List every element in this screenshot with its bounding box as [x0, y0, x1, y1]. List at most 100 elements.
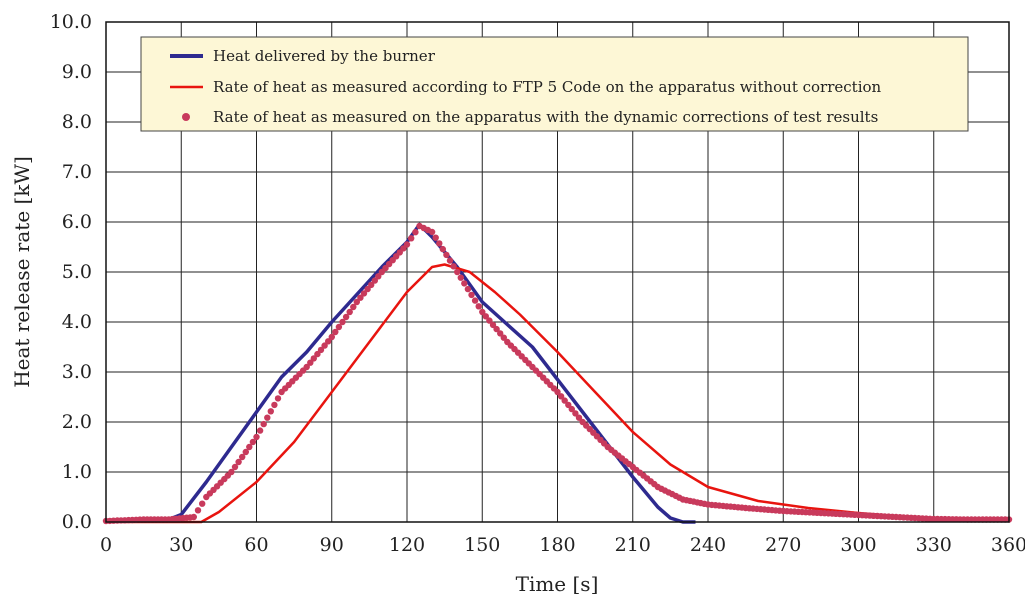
- data-point-corrected: [199, 500, 206, 507]
- x-tick-label: 150: [464, 534, 500, 556]
- data-point-corrected: [310, 355, 317, 362]
- data-point-corrected: [497, 330, 504, 337]
- data-point-corrected: [253, 433, 260, 441]
- data-point-corrected: [561, 397, 568, 404]
- data-point-corrected: [317, 346, 325, 354]
- data-point-corrected: [436, 240, 443, 247]
- data-point-corrected: [428, 228, 436, 236]
- data-point-corrected: [364, 285, 371, 293]
- x-tick-label: 210: [615, 534, 651, 556]
- series-line-ftp5: [106, 263, 1010, 524]
- data-point-corrected: [314, 350, 321, 358]
- data-point-corrected: [475, 303, 482, 310]
- data-point-corrected: [274, 395, 282, 402]
- data-point-corrected: [342, 313, 350, 321]
- data-point-corrected: [450, 263, 457, 270]
- x-tick-label: 120: [389, 534, 425, 556]
- data-point-corrected: [572, 410, 579, 417]
- data-point-corrected: [264, 414, 271, 421]
- y-tick-label: 6.0: [62, 211, 92, 233]
- data-point-corrected: [471, 297, 479, 304]
- x-tick-label: 360: [991, 534, 1025, 556]
- data-point-corrected: [346, 308, 353, 316]
- legend-box: [140, 36, 969, 132]
- y-tick-label: 1.0: [62, 461, 92, 483]
- y-tick-label: 8.0: [62, 111, 92, 133]
- data-point-corrected: [339, 318, 346, 326]
- x-tick-label: 180: [539, 534, 575, 556]
- data-point-corrected: [439, 245, 446, 253]
- x-tick-label: 30: [169, 534, 193, 556]
- data-point-corrected: [464, 285, 472, 293]
- x-tick-label: 90: [320, 534, 344, 556]
- data-point-corrected: [454, 268, 461, 276]
- data-point-corrected: [267, 408, 274, 415]
- data-point-corrected: [500, 334, 507, 341]
- data-point-corrected: [256, 427, 264, 434]
- data-point-corrected: [565, 401, 572, 409]
- data-point-corrected: [461, 280, 468, 287]
- tick-labels: 0 30 60 90 120 150 180 210 240 270 300 330 360 0.0 1.0…: [50, 11, 1025, 556]
- data-point-corrected: [239, 453, 246, 461]
- y-tick-label: 4.0: [62, 311, 92, 333]
- y-tick-label: 3.0: [62, 361, 92, 383]
- data-point-corrected: [242, 448, 249, 456]
- x-tick-label: 300: [840, 534, 876, 556]
- data-point-corrected: [325, 338, 332, 345]
- data-point-corrected: [249, 438, 257, 446]
- data-point-corrected: [557, 393, 565, 400]
- data-point-corrected: [321, 342, 328, 349]
- data-point-corrected: [489, 321, 497, 329]
- y-tick-label: 9.0: [62, 61, 92, 83]
- data-point-corrected: [554, 388, 561, 396]
- data-point-corrected: [246, 443, 253, 451]
- data-point-corrected: [443, 251, 450, 259]
- x-tick-label: 60: [244, 534, 268, 556]
- plot-frame: [105, 21, 1010, 523]
- legend-swatch-corrected: [182, 113, 190, 121]
- data-point-corrected: [228, 468, 235, 476]
- legend: Heat delivered by the burner Rate of hea…: [140, 36, 969, 132]
- x-tick-label: 240: [690, 534, 726, 556]
- data-point-corrected: [375, 273, 382, 280]
- data-point-corrected: [190, 513, 197, 521]
- x-tick-label: 270: [765, 534, 801, 556]
- data-point-corrected: [482, 313, 489, 320]
- x-tick-label: 330: [916, 534, 952, 556]
- data-point-corrected: [403, 241, 411, 248]
- series-layer: [102, 222, 1013, 525]
- data-point-corrected: [357, 294, 364, 301]
- data-point-corrected: [493, 325, 500, 333]
- data-point-corrected: [360, 290, 368, 297]
- x-tick-label: 0: [100, 534, 112, 556]
- data-point-corrected: [353, 298, 360, 306]
- data-point-corrected: [486, 317, 493, 324]
- data-point-corrected: [479, 308, 486, 316]
- data-point-corrected: [368, 281, 375, 289]
- data-point-corrected: [568, 405, 575, 413]
- legend-label-burner: Heat delivered by the burner: [213, 47, 436, 65]
- data-point-corrected: [412, 229, 419, 236]
- data-point-corrected: [446, 257, 454, 264]
- data-point-corrected: [332, 328, 339, 336]
- y-tick-label: 0.0: [62, 511, 92, 533]
- data-point-corrected: [468, 291, 475, 299]
- y-tick-label: 5.0: [62, 261, 92, 283]
- data-point-corrected: [575, 414, 583, 421]
- data-point-corrected: [432, 234, 439, 241]
- data-point-corrected: [307, 359, 314, 366]
- data-point-corrected: [457, 274, 464, 281]
- data-point-corrected: [260, 420, 267, 428]
- data-point-corrected: [408, 235, 415, 242]
- data-point-corrected: [350, 303, 357, 311]
- data-point-corrected: [231, 463, 239, 471]
- legend-label-ftp5: Rate of heat as measured according to FT…: [213, 78, 882, 96]
- data-point-corrected: [271, 401, 278, 409]
- data-point-corrected: [328, 333, 335, 341]
- data-point-corrected: [194, 507, 202, 514]
- y-axis-title: Heat release rate [kW]: [10, 156, 34, 388]
- y-tick-label: 7.0: [62, 161, 92, 183]
- legend-label-corrected: Rate of heat as measured on the apparatu…: [213, 108, 878, 126]
- data-point-corrected: [235, 458, 242, 466]
